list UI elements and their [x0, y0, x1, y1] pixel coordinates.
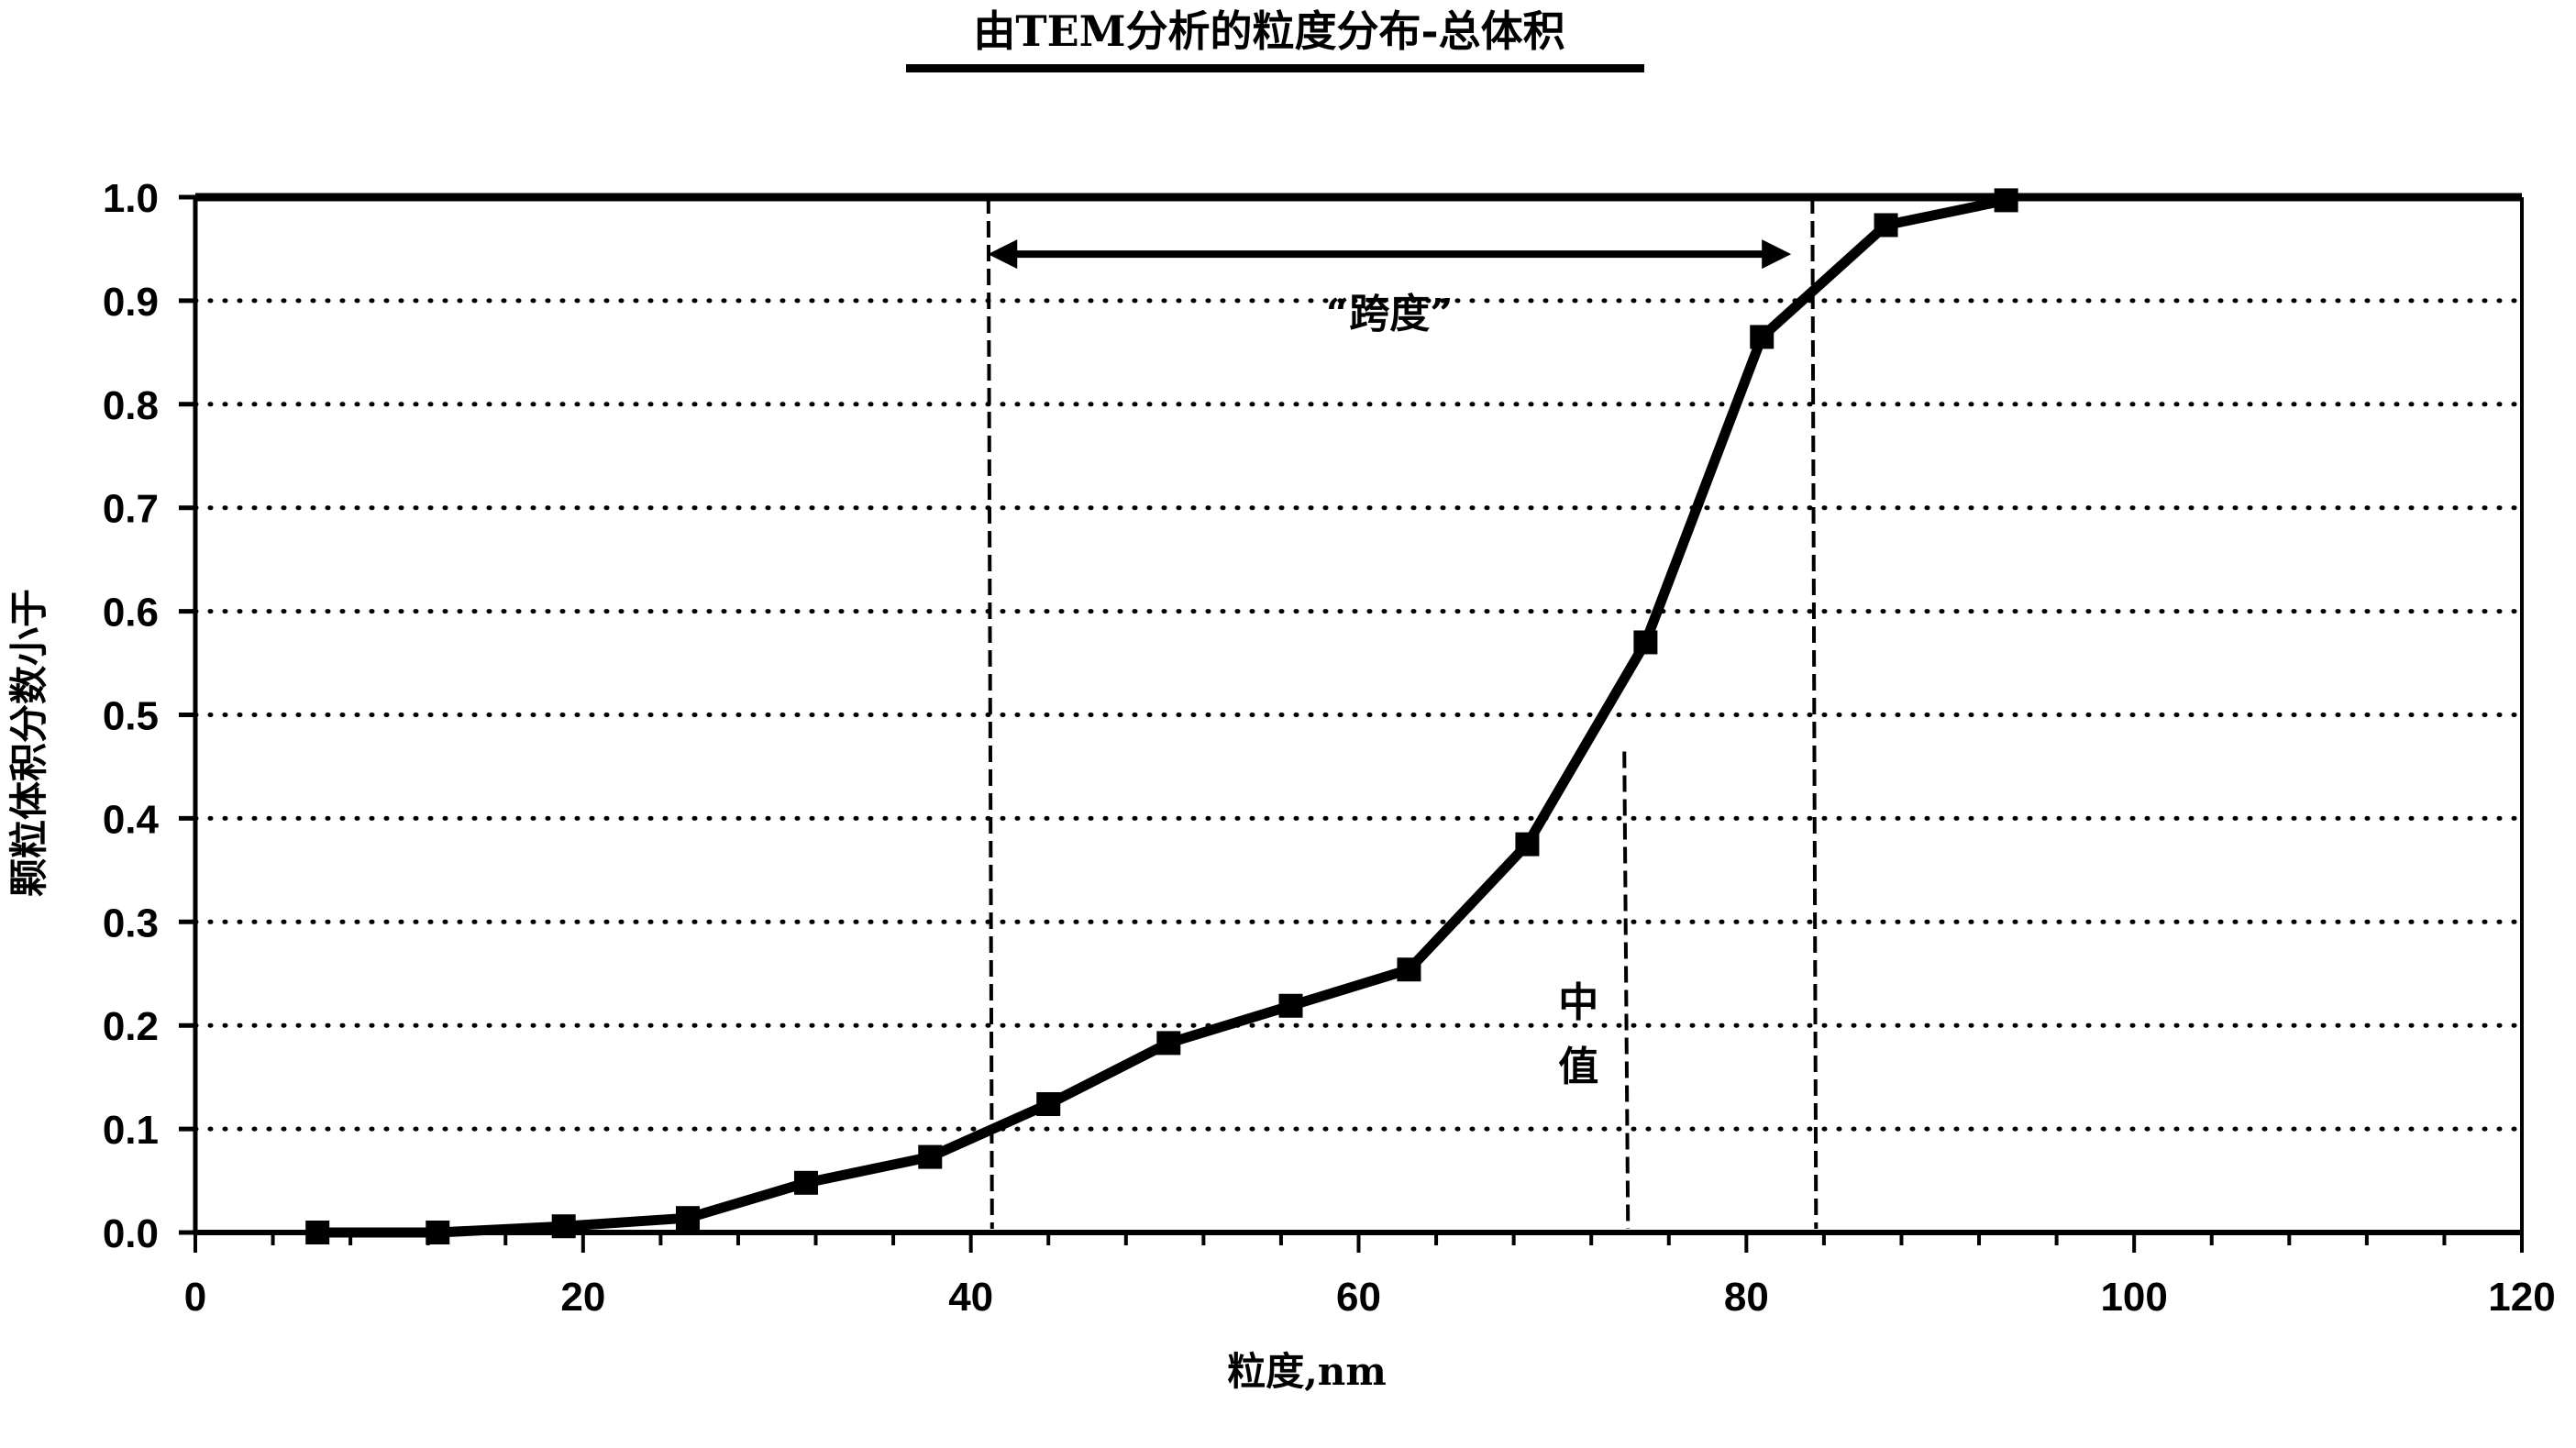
- x-tick-label: 120: [2488, 1275, 2555, 1320]
- x-tick-label: 60: [1336, 1275, 1381, 1320]
- y-tick-label: 0.3: [103, 901, 159, 945]
- data-point-marker: [1515, 833, 1539, 857]
- y-tick-label: 0.0: [103, 1211, 159, 1256]
- data-point-marker: [1279, 994, 1303, 1018]
- data-point-marker: [1633, 630, 1657, 654]
- axes: [179, 197, 2522, 1253]
- span-label: “跨度”: [1326, 291, 1454, 337]
- data-point-marker: [1750, 325, 1774, 348]
- tick-labels: 0.0 0.1 0.2 0.3 0.4 0.5 0.6 0.7 0.8 0.9 1.0 0 20 40 60…: [103, 176, 2556, 1320]
- chart-title: 由TEM分析的粒度分布-总体积: [973, 6, 1564, 56]
- y-axis-label: 颗粒体积分数小于: [6, 589, 51, 897]
- data-point-marker: [305, 1221, 329, 1244]
- title-underline: [906, 64, 1644, 72]
- data-point-marker: [552, 1214, 576, 1238]
- gridlines: [195, 301, 2522, 1129]
- median-line: [1624, 752, 1628, 1230]
- x-tick-label: 0: [184, 1275, 206, 1320]
- y-tick-label: 0.2: [103, 1004, 159, 1049]
- y-tick-label: 0.4: [103, 797, 160, 842]
- data-point-marker: [918, 1145, 942, 1169]
- data-point-marker: [1156, 1031, 1180, 1055]
- median-label-1: 中: [1558, 979, 1598, 1026]
- data-point-marker: [794, 1171, 818, 1195]
- chart: 由TEM分析的粒度分布-总体积 0.0 0.1 0.2 0.3 0.4 0.5 0.6 0.7…: [0, 0, 2576, 1448]
- data-point-marker: [1036, 1092, 1060, 1116]
- x-axis-label: 粒度,nm: [1227, 1349, 1387, 1394]
- span-boundary-line: [1812, 197, 1816, 1229]
- data-point-marker: [676, 1206, 700, 1230]
- y-tick-label: 0.9: [103, 280, 159, 325]
- span-boundary-line: [989, 197, 992, 1229]
- y-tick-label: 0.7: [103, 487, 159, 532]
- y-tick-label: 0.1: [103, 1108, 159, 1153]
- arrowhead-right-icon: [1762, 239, 1791, 269]
- y-tick-label: 0.6: [103, 591, 159, 636]
- x-tick-label: 20: [560, 1275, 605, 1320]
- x-tick-label: 80: [1724, 1275, 1769, 1320]
- arrowhead-left-icon: [988, 239, 1017, 269]
- y-tick-label: 1.0: [103, 176, 159, 221]
- span-arrow: [988, 239, 1791, 269]
- y-tick-label: 0.8: [103, 383, 159, 428]
- data-point-marker: [1397, 957, 1421, 981]
- y-tick-label: 0.5: [103, 694, 159, 739]
- data-point-marker: [426, 1221, 449, 1244]
- median-label-2: 值: [1558, 1044, 1598, 1090]
- data-point-marker: [1874, 213, 1898, 237]
- data-point-marker: [1995, 188, 2018, 212]
- x-tick-label: 40: [948, 1275, 993, 1320]
- x-tick-label: 100: [2100, 1275, 2167, 1320]
